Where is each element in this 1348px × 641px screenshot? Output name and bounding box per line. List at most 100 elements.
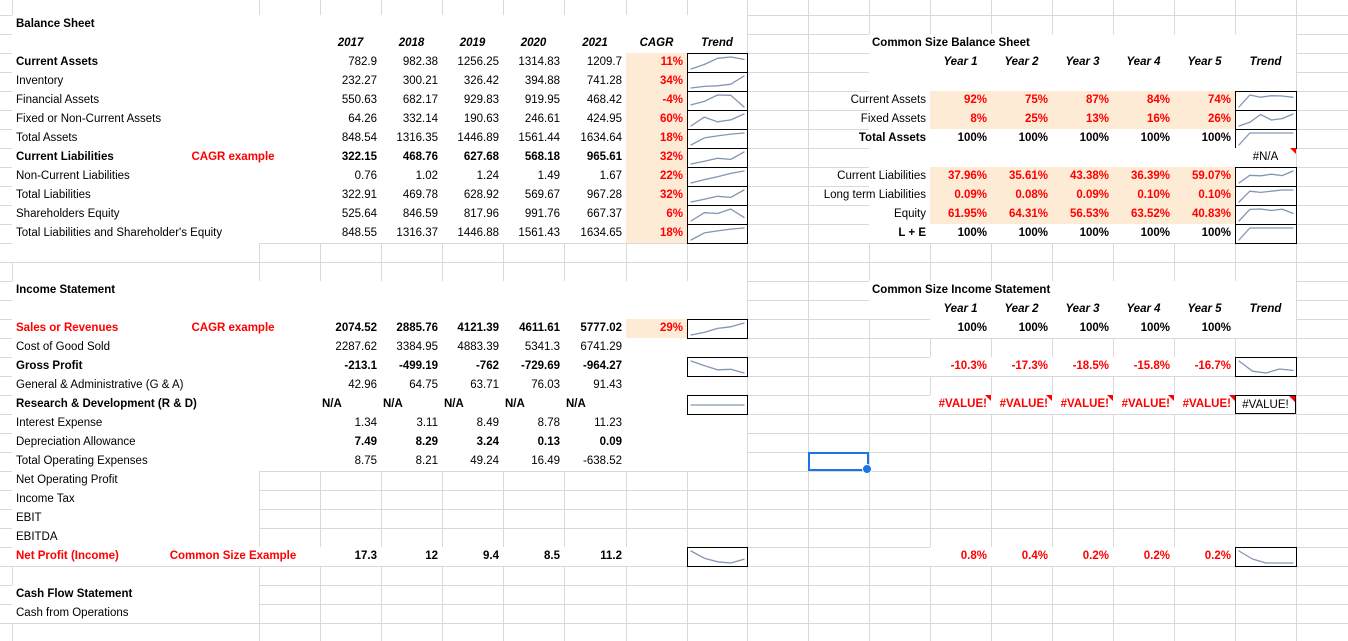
value-cell[interactable]: 49.24 — [470, 455, 499, 467]
year-header[interactable]: 2021 — [582, 37, 608, 49]
value-cell[interactable]: 300.21 — [402, 75, 438, 87]
value-cell[interactable]: 322.15 — [341, 151, 377, 163]
value-cell[interactable]: 100% — [1079, 322, 1109, 334]
value-cell[interactable]: 0.09% — [1076, 189, 1109, 201]
value-cell[interactable]: -213.1 — [344, 360, 377, 372]
value-cell[interactable]: 682.17 — [402, 94, 438, 106]
value-cell[interactable]: 42.96 — [348, 379, 377, 391]
year-header[interactable]: Year 1 — [943, 303, 978, 315]
value-cell[interactable]: 3.11 — [416, 417, 438, 429]
value-cell[interactable]: 84% — [1146, 94, 1170, 106]
year-header[interactable]: Year 3 — [1065, 303, 1100, 315]
value-cell[interactable]: 11.2 — [600, 550, 622, 562]
value-cell[interactable]: 1634.65 — [580, 227, 622, 239]
row-label[interactable]: Interest Expense — [16, 417, 103, 429]
value-cell[interactable]: 1.02 — [415, 170, 438, 182]
value-cell[interactable]: 469.78 — [402, 189, 438, 201]
value-cell[interactable]: 848.55 — [341, 227, 377, 239]
value-cell[interactable]: #VALUE! — [991, 395, 1052, 414]
value-cell[interactable]: 3.24 — [476, 436, 499, 448]
value-cell[interactable]: 87% — [1085, 94, 1109, 106]
value-cell[interactable]: 9.4 — [483, 550, 499, 562]
value-cell[interactable]: #VALUE! — [1052, 395, 1113, 414]
value-cell[interactable]: 1.24 — [476, 170, 499, 182]
row-label[interactable]: General & Administrative (G & A) — [16, 379, 184, 391]
value-cell[interactable]: 13% — [1085, 113, 1109, 125]
value-cell[interactable]: 100% — [1201, 227, 1231, 239]
value-cell[interactable]: 100% — [1079, 227, 1109, 239]
row-label[interactable]: Shareholders Equity — [16, 208, 120, 220]
value-cell[interactable]: 5777.02 — [580, 322, 622, 334]
trend-sparkline[interactable] — [687, 148, 748, 168]
value-cell[interactable]: 100% — [957, 322, 987, 334]
value-cell[interactable]: 8.49 — [476, 417, 499, 429]
year-header[interactable]: 2020 — [520, 37, 547, 49]
value-cell[interactable]: 0.13 — [537, 436, 560, 448]
value-cell[interactable]: 92% — [963, 94, 987, 106]
value-cell[interactable]: 0.8% — [960, 550, 987, 562]
value-cell[interactable]: 0.09% — [954, 189, 987, 201]
value-cell[interactable]: 982.38 — [402, 56, 438, 68]
cagr-cell[interactable]: 60% — [659, 113, 683, 125]
year-header[interactable]: Year 4 — [1126, 56, 1161, 68]
year-header[interactable]: Year 4 — [1126, 303, 1161, 315]
trend-header[interactable]: Trend — [1249, 56, 1282, 68]
value-cell[interactable]: -762 — [475, 360, 499, 372]
value-cell[interactable]: 2287.62 — [335, 341, 377, 353]
value-cell[interactable]: 100% — [1018, 322, 1048, 334]
trend-sparkline[interactable] — [1235, 205, 1297, 225]
cagr-cell[interactable]: 11% — [660, 56, 683, 68]
value-cell[interactable]: 6741.29 — [580, 341, 622, 353]
value-cell[interactable]: 75% — [1024, 94, 1048, 106]
value-cell[interactable]: 967.28 — [586, 189, 622, 201]
value-cell[interactable]: 100% — [1140, 132, 1170, 144]
value-cell[interactable]: 74% — [1207, 94, 1231, 106]
value-cell[interactable]: 40.83% — [1191, 208, 1231, 220]
value-cell[interactable]: 37.96% — [947, 170, 987, 182]
value-cell[interactable]: 4883.39 — [457, 341, 499, 353]
value-cell[interactable]: 35.61% — [1008, 170, 1048, 182]
value-cell[interactable]: 100% — [1018, 132, 1048, 144]
value-cell[interactable]: 1209.7 — [586, 56, 622, 68]
value-cell[interactable]: 12 — [425, 550, 438, 562]
value-cell[interactable]: 190.63 — [463, 113, 499, 125]
value-cell[interactable]: 100% — [1140, 322, 1170, 334]
cagr-cell[interactable]: -4% — [662, 94, 683, 106]
value-cell[interactable]: 569.67 — [524, 189, 560, 201]
cagr-cell[interactable]: 32% — [659, 189, 683, 201]
value-cell[interactable]: N/A — [322, 398, 342, 410]
value-cell[interactable]: 322.91 — [341, 189, 377, 201]
row-label[interactable]: Fixed or Non-Current Assets — [16, 113, 162, 125]
value-cell[interactable]: 2074.52 — [335, 322, 377, 334]
value-cell[interactable]: 8.21 — [415, 455, 438, 467]
value-cell[interactable]: 64.75 — [409, 379, 438, 391]
value-cell[interactable]: 468.42 — [586, 94, 622, 106]
value-cell[interactable]: 61.95% — [947, 208, 987, 220]
value-cell[interactable]: 848.54 — [341, 132, 377, 144]
value-cell[interactable]: 59.07% — [1191, 170, 1231, 182]
row-label[interactable]: Current Liabilities — [16, 151, 114, 163]
trend-header[interactable]: Trend — [701, 37, 733, 49]
value-cell[interactable]: 0.10% — [1198, 189, 1231, 201]
value-cell[interactable]: -18.5% — [1072, 360, 1109, 372]
value-cell[interactable]: 100% — [1018, 227, 1048, 239]
cagr-cell[interactable]: 29% — [659, 322, 683, 334]
value-cell[interactable]: 8.29 — [415, 436, 438, 448]
cagr-cell[interactable]: 34% — [659, 75, 683, 87]
row-label[interactable]: EBITDA — [16, 531, 58, 543]
value-cell[interactable]: 3384.95 — [396, 341, 438, 353]
trend-sparkline[interactable] — [687, 224, 748, 244]
trend-header[interactable]: Trend — [1249, 303, 1282, 315]
trend-sparkline[interactable] — [1235, 547, 1297, 567]
value-cell[interactable]: 0.2% — [1082, 550, 1109, 562]
value-cell[interactable]: 1316.35 — [396, 132, 438, 144]
value-cell[interactable]: 1561.43 — [518, 227, 560, 239]
trend-sparkline[interactable] — [1235, 167, 1297, 187]
trend-sparkline[interactable] — [1235, 224, 1297, 244]
row-label[interactable]: Non-Current Liabilities — [16, 170, 130, 182]
row-label[interactable]: Net Profit (Income) — [16, 550, 119, 562]
trend-sparkline[interactable] — [687, 110, 748, 130]
value-cell[interactable]: 525.64 — [341, 208, 377, 220]
value-cell[interactable]: 468.76 — [402, 151, 438, 163]
year-header[interactable]: Year 1 — [943, 56, 978, 68]
